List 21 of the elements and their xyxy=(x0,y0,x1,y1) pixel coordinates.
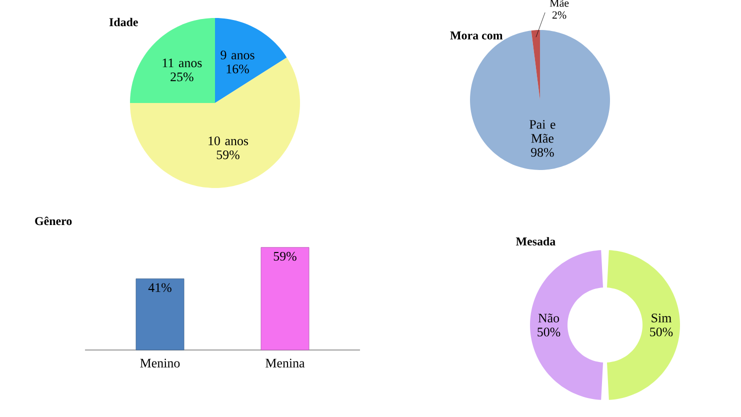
data-label: 25% xyxy=(170,72,194,82)
chart-title: Mesada xyxy=(516,237,556,246)
slice-label: 10 anos xyxy=(208,136,248,146)
data-label: 41% xyxy=(148,283,172,292)
x-tick-label: Menina xyxy=(266,358,305,368)
chart-title: Gênero xyxy=(35,216,72,226)
slice-label: 11 anos xyxy=(162,58,202,68)
data-label: 50% xyxy=(650,328,673,336)
slice-label: Pai e Mãe xyxy=(530,120,556,143)
data-label: 50% xyxy=(538,328,560,336)
data-label: 16% xyxy=(226,64,249,74)
data-label: 59% xyxy=(274,252,296,261)
data-label: 59% xyxy=(216,150,240,160)
slice-label: Não xyxy=(538,314,560,322)
x-tick-label: Menino xyxy=(140,358,180,368)
slice-label: Sim xyxy=(652,314,672,322)
text: Mora com xyxy=(450,32,503,40)
chart-title: Idade xyxy=(109,18,138,26)
slice-label: 9 anos xyxy=(220,50,254,60)
data-label: 98% xyxy=(531,148,554,157)
data-label: 2% xyxy=(552,11,566,19)
